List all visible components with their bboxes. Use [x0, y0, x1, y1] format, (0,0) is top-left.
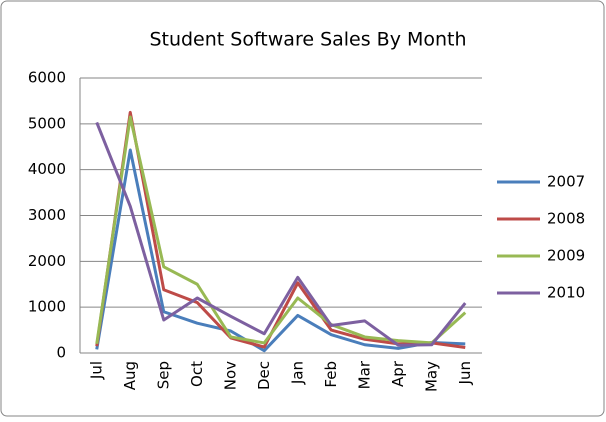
legend-label: 2007 [547, 173, 585, 191]
y-tick-label: 6000 [28, 69, 66, 87]
chart-title: Student Software Sales By Month [149, 29, 466, 51]
x-tick-label: Jun [456, 361, 474, 385]
y-tick-label: 0 [56, 344, 66, 362]
x-tick-label: Oct [188, 361, 206, 387]
x-tick-label: Dec [255, 361, 273, 390]
legend-label: 2008 [547, 210, 585, 228]
y-tick-label: 2000 [28, 252, 66, 270]
x-tick-label: Sep [154, 361, 172, 389]
y-tick-label: 4000 [28, 160, 66, 178]
line-series [95, 121, 467, 347]
y-tick-label: 3000 [28, 206, 66, 224]
line-series [95, 115, 467, 345]
line-series [95, 148, 466, 353]
x-tick-label: Apr [389, 360, 407, 387]
x-tick-label: Aug [121, 361, 139, 390]
legend-label: 2010 [547, 284, 585, 302]
x-tick-label: Jan [288, 361, 306, 385]
x-tick-label: May [422, 361, 440, 392]
x-tick-label: Mar [355, 360, 373, 389]
y-tick-label: 1000 [28, 298, 66, 316]
x-tick-label: Jul [87, 361, 105, 380]
legend-label: 2009 [547, 247, 585, 265]
x-tick-label: Feb [322, 361, 340, 388]
y-tick-label: 5000 [28, 114, 66, 132]
x-tick-label: Nov [221, 361, 239, 390]
